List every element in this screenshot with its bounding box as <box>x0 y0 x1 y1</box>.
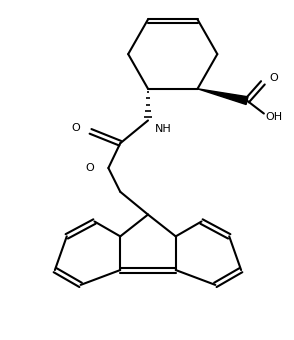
Polygon shape <box>198 89 248 104</box>
Text: OH: OH <box>266 112 283 121</box>
Text: O: O <box>86 163 94 173</box>
Text: O: O <box>71 123 80 133</box>
Text: NH: NH <box>155 124 172 134</box>
Text: O: O <box>270 73 279 83</box>
